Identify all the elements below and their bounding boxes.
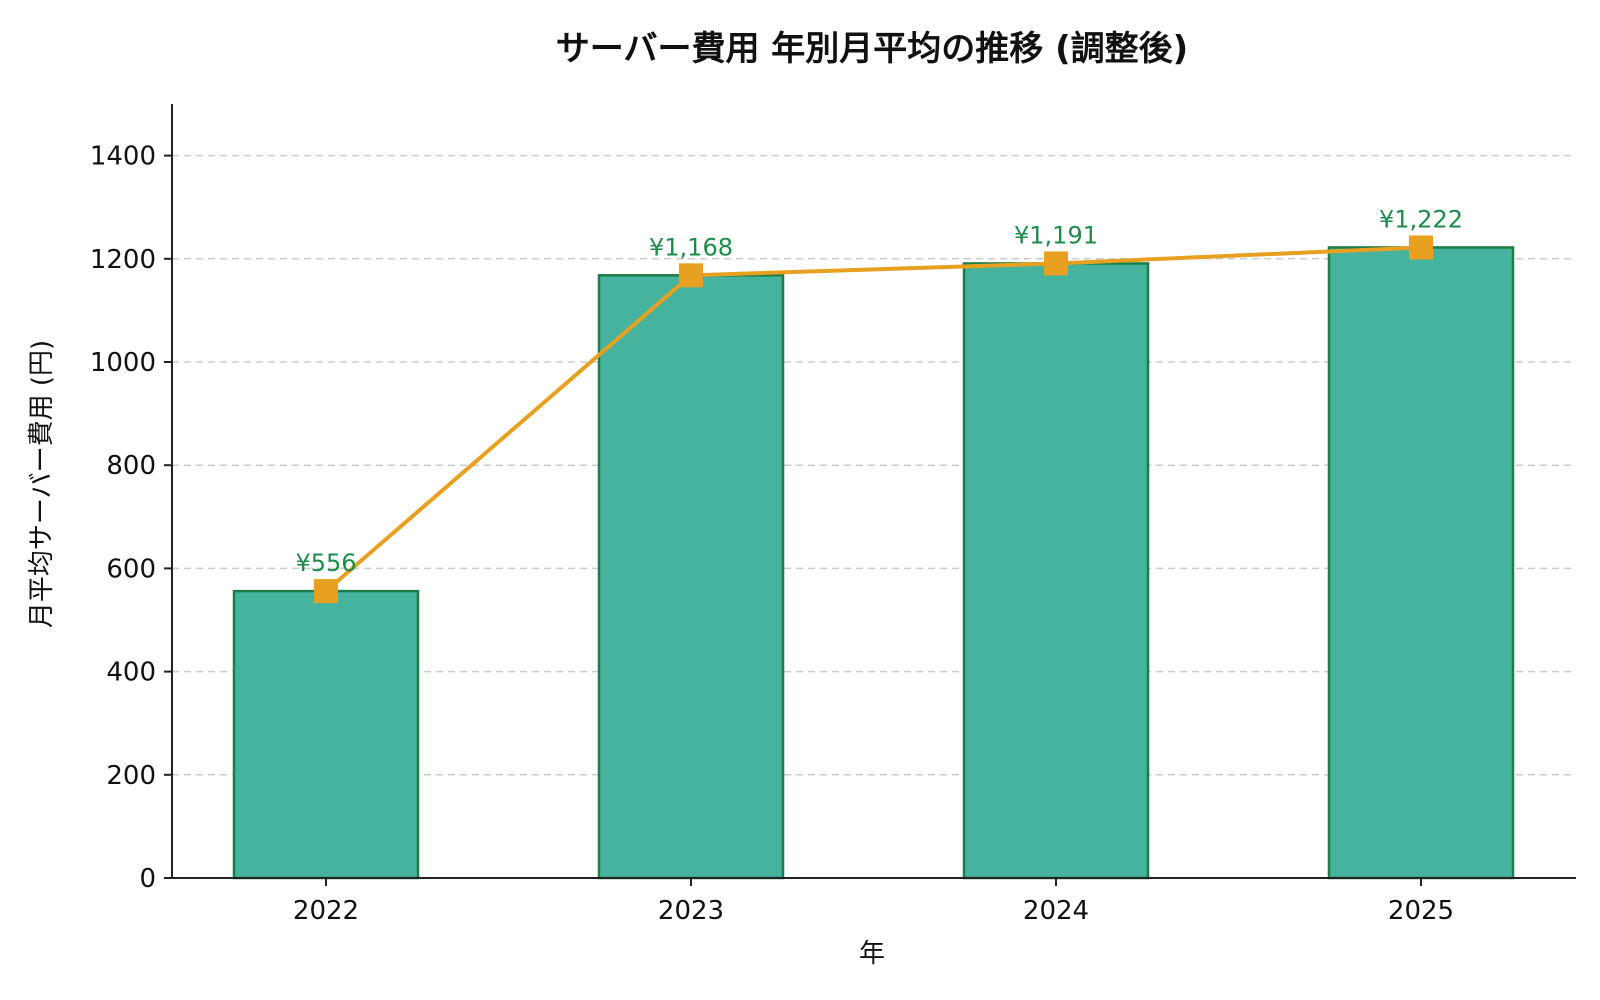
line-marker-2022 <box>314 579 338 604</box>
tick-labels: 0 200 400 600 800 1000 1200 1400 2022 2023 2024 202… <box>90 142 1454 926</box>
y-tick-label: 200 <box>106 761 156 791</box>
data-label: ¥556 <box>295 549 356 577</box>
line-marker-2025 <box>1409 235 1433 260</box>
axes <box>171 104 1576 879</box>
y-axis-label: 月平均サーバー費用 (円) <box>27 340 57 628</box>
data-label: ¥1,191 <box>1014 221 1098 249</box>
y-tick-label: 1000 <box>90 348 156 378</box>
y-tick-label: 0 <box>139 864 156 894</box>
y-tick-label: 800 <box>106 451 156 481</box>
data-label: ¥1,168 <box>649 233 733 261</box>
x-tick-label: 2025 <box>1388 896 1454 926</box>
x-tick-label: 2024 <box>1023 896 1089 926</box>
line-series <box>314 235 1433 604</box>
line-marker-2024 <box>1044 251 1068 276</box>
bar-2025 <box>1327 246 1515 880</box>
y-tick-label: 1200 <box>90 245 156 275</box>
y-tick-label: 1400 <box>90 142 156 172</box>
x-tick-label: 2023 <box>658 896 724 926</box>
y-tick-label: 600 <box>106 554 156 584</box>
line-marker-2023 <box>679 263 703 288</box>
trend-line <box>324 245 1422 593</box>
bar-series <box>232 246 1515 880</box>
chart-title: サーバー費用 年別月平均の推移 (調整後) <box>556 29 1188 69</box>
data-labels: ¥556 ¥1,168 ¥1,191 ¥1,222 <box>295 205 1463 577</box>
bar-2024 <box>962 262 1150 880</box>
bar-2023 <box>597 274 785 880</box>
y-tick-label: 400 <box>106 658 156 688</box>
x-axis-label: 年 <box>859 939 885 969</box>
data-label: ¥1,222 <box>1379 205 1463 233</box>
x-tick-label: 2022 <box>293 896 359 926</box>
bar-2022 <box>232 589 420 880</box>
